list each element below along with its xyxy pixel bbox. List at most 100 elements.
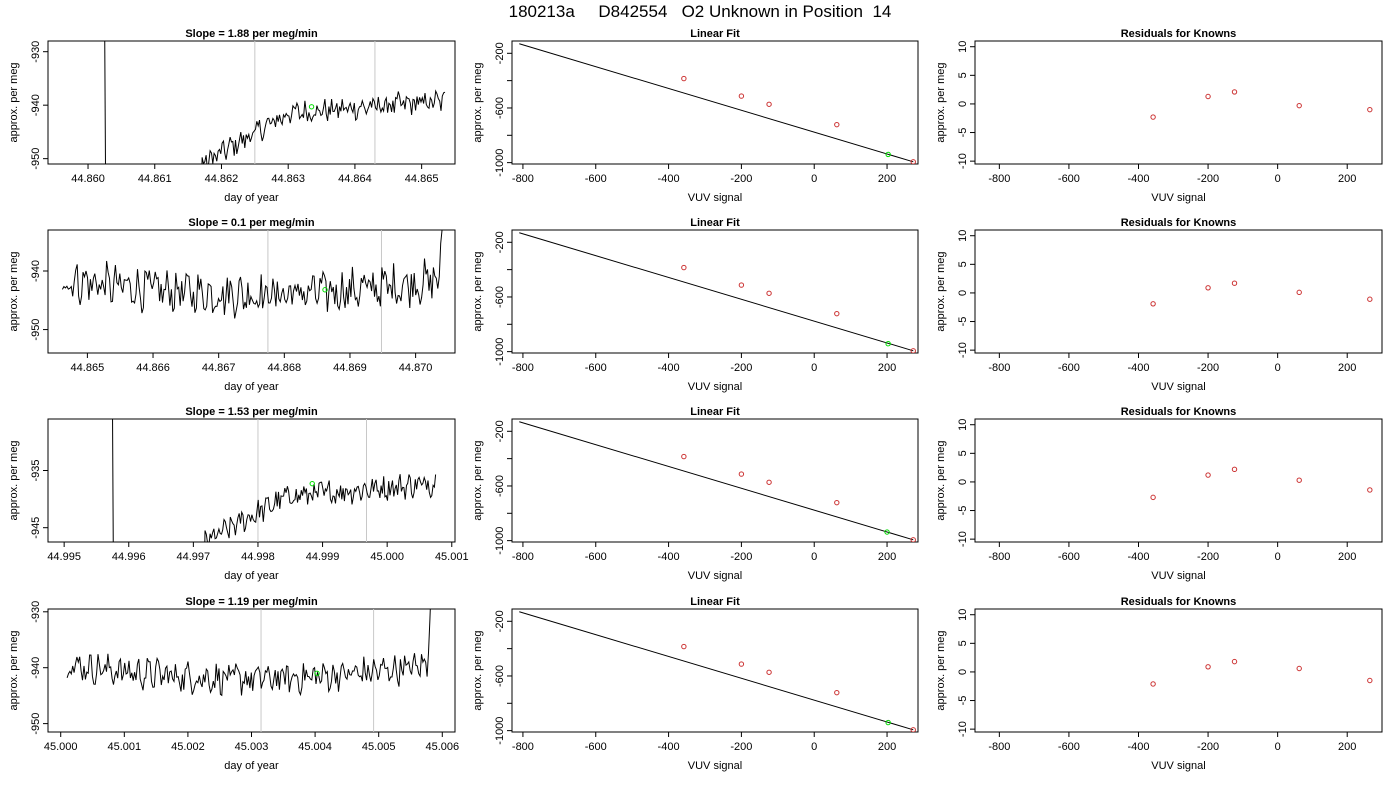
x-tick-label: -800: [988, 173, 1010, 185]
residual-point: [1150, 681, 1156, 687]
mean-point: [309, 480, 315, 487]
panel-title: Linear Fit: [690, 28, 740, 40]
residual-point: [1296, 102, 1302, 109]
plot-frame: [47, 608, 456, 733]
x-tick-label: -200: [1197, 741, 1219, 753]
y-axis-label: approx. per meg: [8, 251, 20, 331]
known-point: [910, 727, 916, 732]
panel-title: Linear Fit: [690, 406, 740, 418]
y-axis-label: approx. per meg: [472, 251, 484, 331]
residual-point: [1150, 494, 1156, 501]
known-point: [834, 499, 840, 506]
plot-area: [1150, 280, 1373, 307]
y-tick-label: -950: [30, 148, 42, 170]
panel-fit-1: [507, 40, 919, 169]
known-point: [681, 643, 687, 650]
y-tick-label: -5: [957, 317, 969, 327]
panel-residuals-3: [970, 418, 1383, 547]
plot-area: [519, 611, 916, 732]
plot-frame: [974, 229, 1383, 354]
panel-title: Linear Fit: [690, 217, 740, 229]
y-axis-label: approx. per meg: [935, 251, 947, 331]
panel-title: Residuals for Knowns: [1121, 406, 1237, 418]
plot-frame: [47, 229, 456, 354]
residual-point: [1296, 477, 1302, 483]
y-tick-label: -200: [494, 42, 506, 64]
known-point: [766, 669, 772, 675]
signal-trace: [104, 41, 446, 164]
panel-title: Linear Fit: [690, 596, 740, 608]
x-tick-label: 0: [811, 362, 817, 374]
x-tick-label: -600: [585, 551, 607, 563]
x-tick-label: 44.868: [267, 362, 301, 374]
x-tick-label: -400: [658, 173, 680, 185]
plot-frame: [974, 40, 1383, 165]
x-tick-label: -400: [1127, 173, 1149, 185]
x-axis-label: VUV signal: [1151, 570, 1205, 582]
x-tick-label: -400: [1127, 741, 1149, 753]
x-tick-label: 44.860: [71, 173, 105, 185]
panel-time-3: [43, 418, 456, 547]
x-tick-label: -400: [1127, 362, 1149, 374]
plot-frame: [974, 418, 1383, 543]
x-axis-label: VUV signal: [1151, 760, 1205, 772]
x-tick-label: 0: [1275, 362, 1281, 374]
x-tick-label: -800: [988, 362, 1010, 374]
plot-area: [66, 609, 431, 732]
x-axis-label: day of year: [224, 760, 279, 772]
y-tick-label: -930: [30, 41, 42, 63]
x-tick-label: 0: [811, 741, 817, 753]
x-tick-label: 44.999: [306, 551, 340, 563]
plot-frame: [511, 229, 919, 354]
y-tick-label: -940: [30, 260, 42, 282]
x-axis-label: day of year: [224, 381, 279, 393]
x-tick-label: -200: [730, 551, 752, 563]
y-tick-label: -930: [30, 601, 42, 623]
y-tick-label: -200: [494, 231, 506, 253]
y-axis-label: approx. per meg: [935, 62, 947, 142]
y-tick-label: -10: [957, 153, 969, 169]
plot-frame: [511, 608, 919, 733]
x-tick-label: -200: [730, 362, 752, 374]
known-point: [834, 121, 840, 128]
y-tick-label: 0: [957, 479, 969, 485]
x-tick-label: 0: [1275, 741, 1281, 753]
x-tick-label: 44.998: [241, 551, 275, 563]
x-axis-label: VUV signal: [688, 570, 742, 582]
x-tick-label: 200: [1338, 362, 1356, 374]
residual-point: [1231, 466, 1238, 473]
panel-title: Slope = 1.88 per meg/min: [185, 28, 318, 40]
y-tick-label: -940: [30, 94, 42, 116]
x-axis-label: VUV signal: [688, 192, 742, 204]
plot-area: [519, 43, 916, 164]
residual-point: [1367, 677, 1373, 684]
known-point: [681, 453, 687, 460]
x-tick-label: -800: [988, 551, 1010, 563]
residual-point: [1205, 664, 1211, 670]
y-tick-label: -940: [30, 657, 42, 679]
known-point: [834, 310, 840, 317]
known-point: [681, 264, 687, 271]
x-tick-label: -600: [1058, 362, 1080, 374]
y-axis-label: approx. per meg: [8, 630, 20, 710]
x-tick-label: -200: [1197, 362, 1219, 374]
x-tick-label: 45.006: [425, 741, 459, 753]
y-tick-label: -1000: [494, 338, 506, 366]
plot-area: [519, 421, 916, 542]
known-point: [910, 159, 916, 164]
known-point: [738, 661, 745, 667]
x-tick-label: 0: [811, 551, 817, 563]
known-point: [834, 689, 840, 696]
y-tick-label: -200: [494, 420, 506, 442]
x-tick-label: 45.004: [298, 741, 332, 753]
x-tick-label: 0: [811, 173, 817, 185]
x-axis-label: day of year: [224, 570, 279, 582]
known-point: [738, 93, 745, 99]
panel-residuals-2: [970, 229, 1383, 358]
y-axis-label: approx. per meg: [935, 630, 947, 710]
y-tick-label: -10: [957, 531, 969, 547]
x-tick-label: 45.002: [171, 741, 205, 753]
x-tick-label: -800: [512, 551, 534, 563]
y-tick-label: -1000: [494, 149, 506, 177]
plot-area: [61, 230, 443, 353]
